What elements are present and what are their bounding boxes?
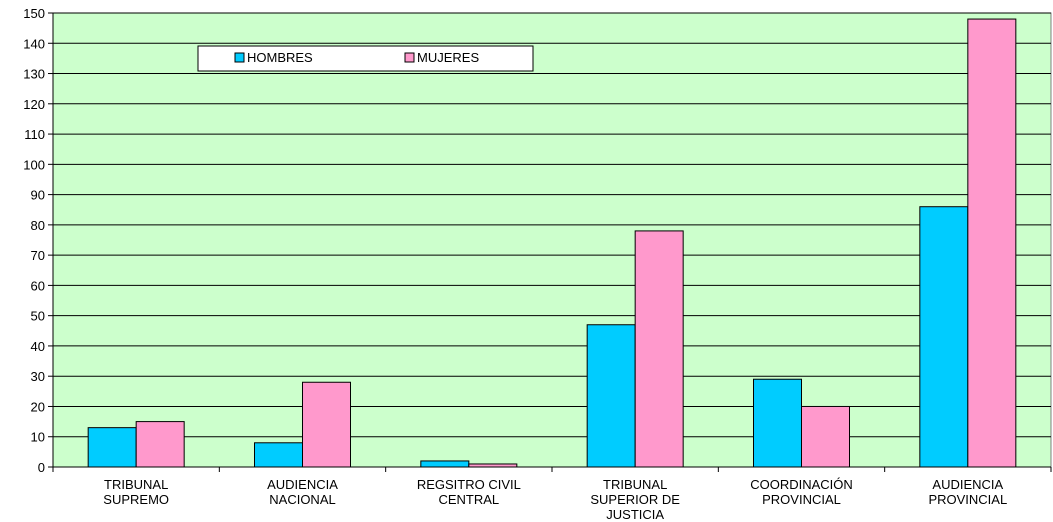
y-axis-ticks: 0 10 20 30 40 50 60 70 80 90 100 110 120 130 140 150 (23, 6, 53, 475)
y-tick-label: 40 (31, 339, 45, 354)
x-axis-labels: TRIBUNALSUPREMOAUDIENCIANACIONALREGSITRO… (103, 477, 1007, 522)
y-tick-label: 60 (31, 278, 45, 293)
y-tick-label: 140 (23, 36, 45, 51)
bar-hombres (254, 442, 303, 468)
y-tick-label: 90 (31, 188, 45, 203)
category-label: SUPREMO (103, 492, 169, 507)
legend-box (197, 45, 534, 72)
y-tick-label: 50 (31, 309, 45, 324)
bar-hombres (586, 324, 636, 468)
x-axis (52, 13, 1052, 472)
y-tick-label: 110 (24, 127, 45, 142)
legend: HOMBRES MUJERES (197, 45, 534, 72)
y-tick-label: 150 (23, 6, 45, 21)
category-label: TRIBUNAL (603, 477, 667, 492)
gridlines (53, 12, 1051, 438)
category-label: REGSITRO CIVIL (417, 477, 521, 492)
legend-label-hombres: HOMBRES (247, 50, 313, 65)
category-label: PROVINCIAL (762, 492, 841, 507)
category-label: AUDIENCIA (932, 477, 1003, 492)
y-tick-label: 100 (23, 157, 45, 172)
bar-hombres (753, 378, 802, 468)
category-label: CENTRAL (438, 492, 499, 507)
legend-label-mujeres: MUJERES (417, 50, 479, 65)
category-label: COORDINACIÓN (750, 477, 853, 492)
bar-mujeres (801, 405, 850, 468)
plot-area (52, 12, 1052, 468)
bar-mujeres (135, 421, 185, 468)
y-tick-label: 30 (31, 369, 45, 384)
y-tick-label: 10 (31, 430, 45, 445)
bar-mujeres (967, 18, 1017, 468)
legend-swatch-hombres (234, 52, 245, 63)
y-tick-label: 0 (38, 460, 45, 475)
bar-mujeres (302, 381, 351, 468)
y-tick-label: 70 (31, 248, 45, 263)
bar-mujeres (634, 230, 684, 468)
y-tick-label: 120 (23, 97, 45, 112)
category-label: AUDIENCIA (267, 477, 338, 492)
y-tick-label: 130 (23, 67, 45, 82)
y-tick-label: 20 (31, 399, 45, 414)
y-tick-label: 80 (31, 218, 45, 233)
category-label: NACIONAL (269, 492, 335, 507)
bar-hombres (420, 460, 470, 468)
category-label: SUPERIOR DE (590, 492, 680, 507)
bar-hombres (87, 427, 137, 468)
bar-hombres (919, 206, 969, 468)
legend-swatch-mujeres (404, 52, 415, 63)
category-label: TRIBUNAL (104, 477, 168, 492)
category-label: PROVINCIAL (928, 492, 1007, 507)
category-label: JUSTICIA (606, 507, 664, 522)
